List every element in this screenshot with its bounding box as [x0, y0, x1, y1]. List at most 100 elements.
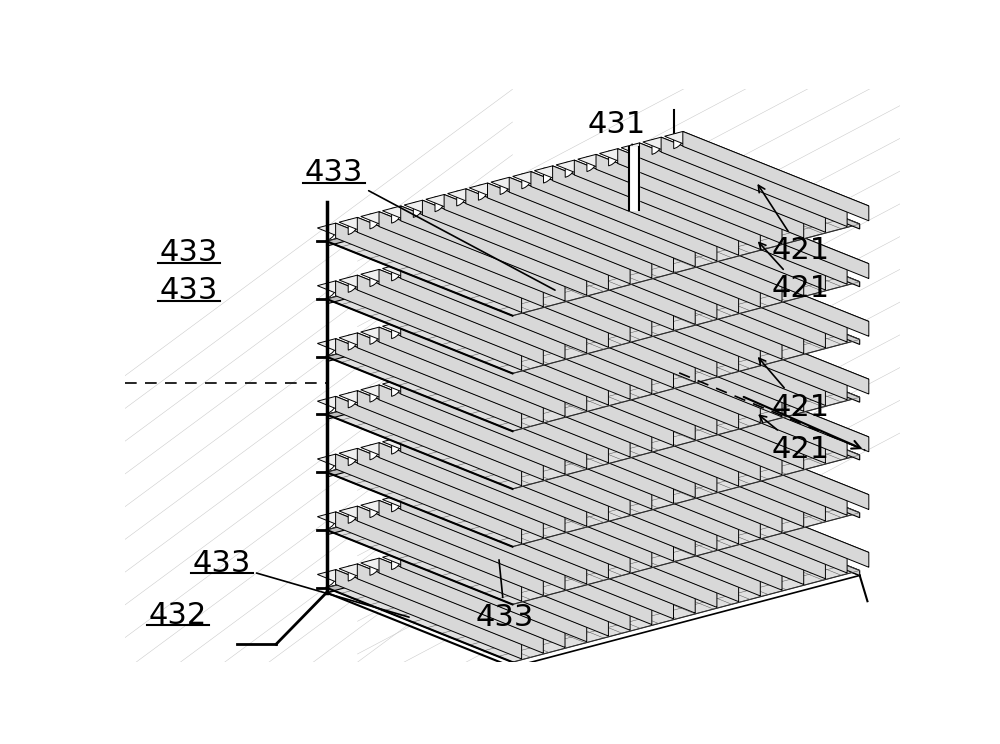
Polygon shape	[457, 422, 466, 437]
Polygon shape	[587, 388, 596, 403]
Polygon shape	[674, 133, 683, 149]
Polygon shape	[522, 231, 531, 246]
Polygon shape	[361, 269, 565, 349]
Polygon shape	[444, 426, 630, 515]
Polygon shape	[426, 483, 630, 562]
Polygon shape	[336, 512, 522, 601]
Text: 433: 433	[305, 158, 555, 290]
Polygon shape	[621, 201, 825, 280]
Polygon shape	[643, 426, 847, 505]
Polygon shape	[444, 483, 630, 573]
Polygon shape	[500, 410, 509, 426]
Polygon shape	[578, 212, 782, 292]
Polygon shape	[599, 264, 804, 344]
Polygon shape	[652, 428, 661, 443]
Polygon shape	[513, 518, 717, 597]
Polygon shape	[488, 241, 674, 330]
Polygon shape	[630, 202, 639, 218]
Polygon shape	[674, 307, 683, 322]
Polygon shape	[435, 196, 444, 212]
Polygon shape	[544, 225, 552, 241]
Polygon shape	[683, 362, 869, 452]
Polygon shape	[553, 397, 739, 486]
Polygon shape	[674, 438, 860, 518]
Polygon shape	[488, 183, 674, 272]
Polygon shape	[448, 478, 652, 557]
Polygon shape	[392, 381, 401, 397]
Polygon shape	[491, 408, 695, 487]
Polygon shape	[448, 362, 652, 441]
Polygon shape	[404, 547, 608, 626]
Polygon shape	[457, 190, 466, 206]
Polygon shape	[361, 212, 565, 291]
Polygon shape	[674, 191, 683, 207]
Polygon shape	[643, 137, 847, 217]
Polygon shape	[469, 472, 674, 551]
Polygon shape	[379, 327, 565, 417]
Polygon shape	[544, 168, 552, 183]
Polygon shape	[565, 509, 574, 524]
Polygon shape	[326, 496, 674, 593]
Polygon shape	[652, 139, 661, 155]
Polygon shape	[609, 497, 618, 513]
Polygon shape	[448, 189, 652, 268]
Polygon shape	[553, 455, 739, 544]
Polygon shape	[444, 368, 630, 457]
Polygon shape	[426, 252, 630, 332]
Polygon shape	[317, 397, 522, 475]
Polygon shape	[382, 437, 587, 516]
Polygon shape	[618, 495, 804, 585]
Polygon shape	[336, 223, 522, 312]
Polygon shape	[491, 350, 695, 430]
Polygon shape	[326, 283, 335, 298]
Polygon shape	[401, 263, 587, 353]
Polygon shape	[618, 264, 804, 353]
Polygon shape	[665, 305, 869, 384]
Polygon shape	[466, 478, 652, 567]
Polygon shape	[448, 304, 652, 384]
Polygon shape	[326, 438, 674, 535]
Polygon shape	[370, 329, 379, 344]
Polygon shape	[513, 287, 717, 366]
Polygon shape	[661, 253, 847, 342]
Polygon shape	[413, 433, 422, 449]
Polygon shape	[426, 310, 630, 389]
Polygon shape	[556, 507, 760, 586]
Polygon shape	[621, 374, 825, 453]
Polygon shape	[326, 571, 335, 587]
Polygon shape	[317, 512, 522, 591]
Polygon shape	[574, 449, 760, 538]
Polygon shape	[348, 566, 357, 581]
Polygon shape	[630, 260, 639, 276]
Polygon shape	[339, 217, 543, 297]
Polygon shape	[478, 301, 487, 315]
Polygon shape	[587, 445, 596, 461]
Polygon shape	[556, 275, 760, 355]
Polygon shape	[565, 162, 574, 177]
Polygon shape	[426, 368, 630, 447]
Polygon shape	[513, 461, 717, 539]
Polygon shape	[361, 327, 565, 406]
Text: 421: 421	[758, 185, 830, 266]
Polygon shape	[674, 323, 860, 403]
Polygon shape	[466, 246, 652, 336]
Polygon shape	[478, 359, 487, 373]
Polygon shape	[326, 150, 860, 315]
Polygon shape	[683, 247, 869, 336]
Polygon shape	[639, 490, 825, 579]
Polygon shape	[578, 385, 782, 465]
Polygon shape	[413, 202, 422, 217]
Polygon shape	[444, 252, 630, 341]
Polygon shape	[596, 501, 782, 590]
Polygon shape	[336, 397, 522, 486]
Polygon shape	[652, 371, 661, 385]
Polygon shape	[426, 426, 630, 504]
Polygon shape	[556, 218, 760, 297]
Polygon shape	[609, 440, 618, 455]
Polygon shape	[599, 322, 804, 401]
Text: 433: 433	[159, 238, 218, 267]
Polygon shape	[422, 315, 608, 405]
Polygon shape	[544, 399, 552, 414]
Polygon shape	[565, 278, 574, 293]
Polygon shape	[361, 443, 565, 522]
